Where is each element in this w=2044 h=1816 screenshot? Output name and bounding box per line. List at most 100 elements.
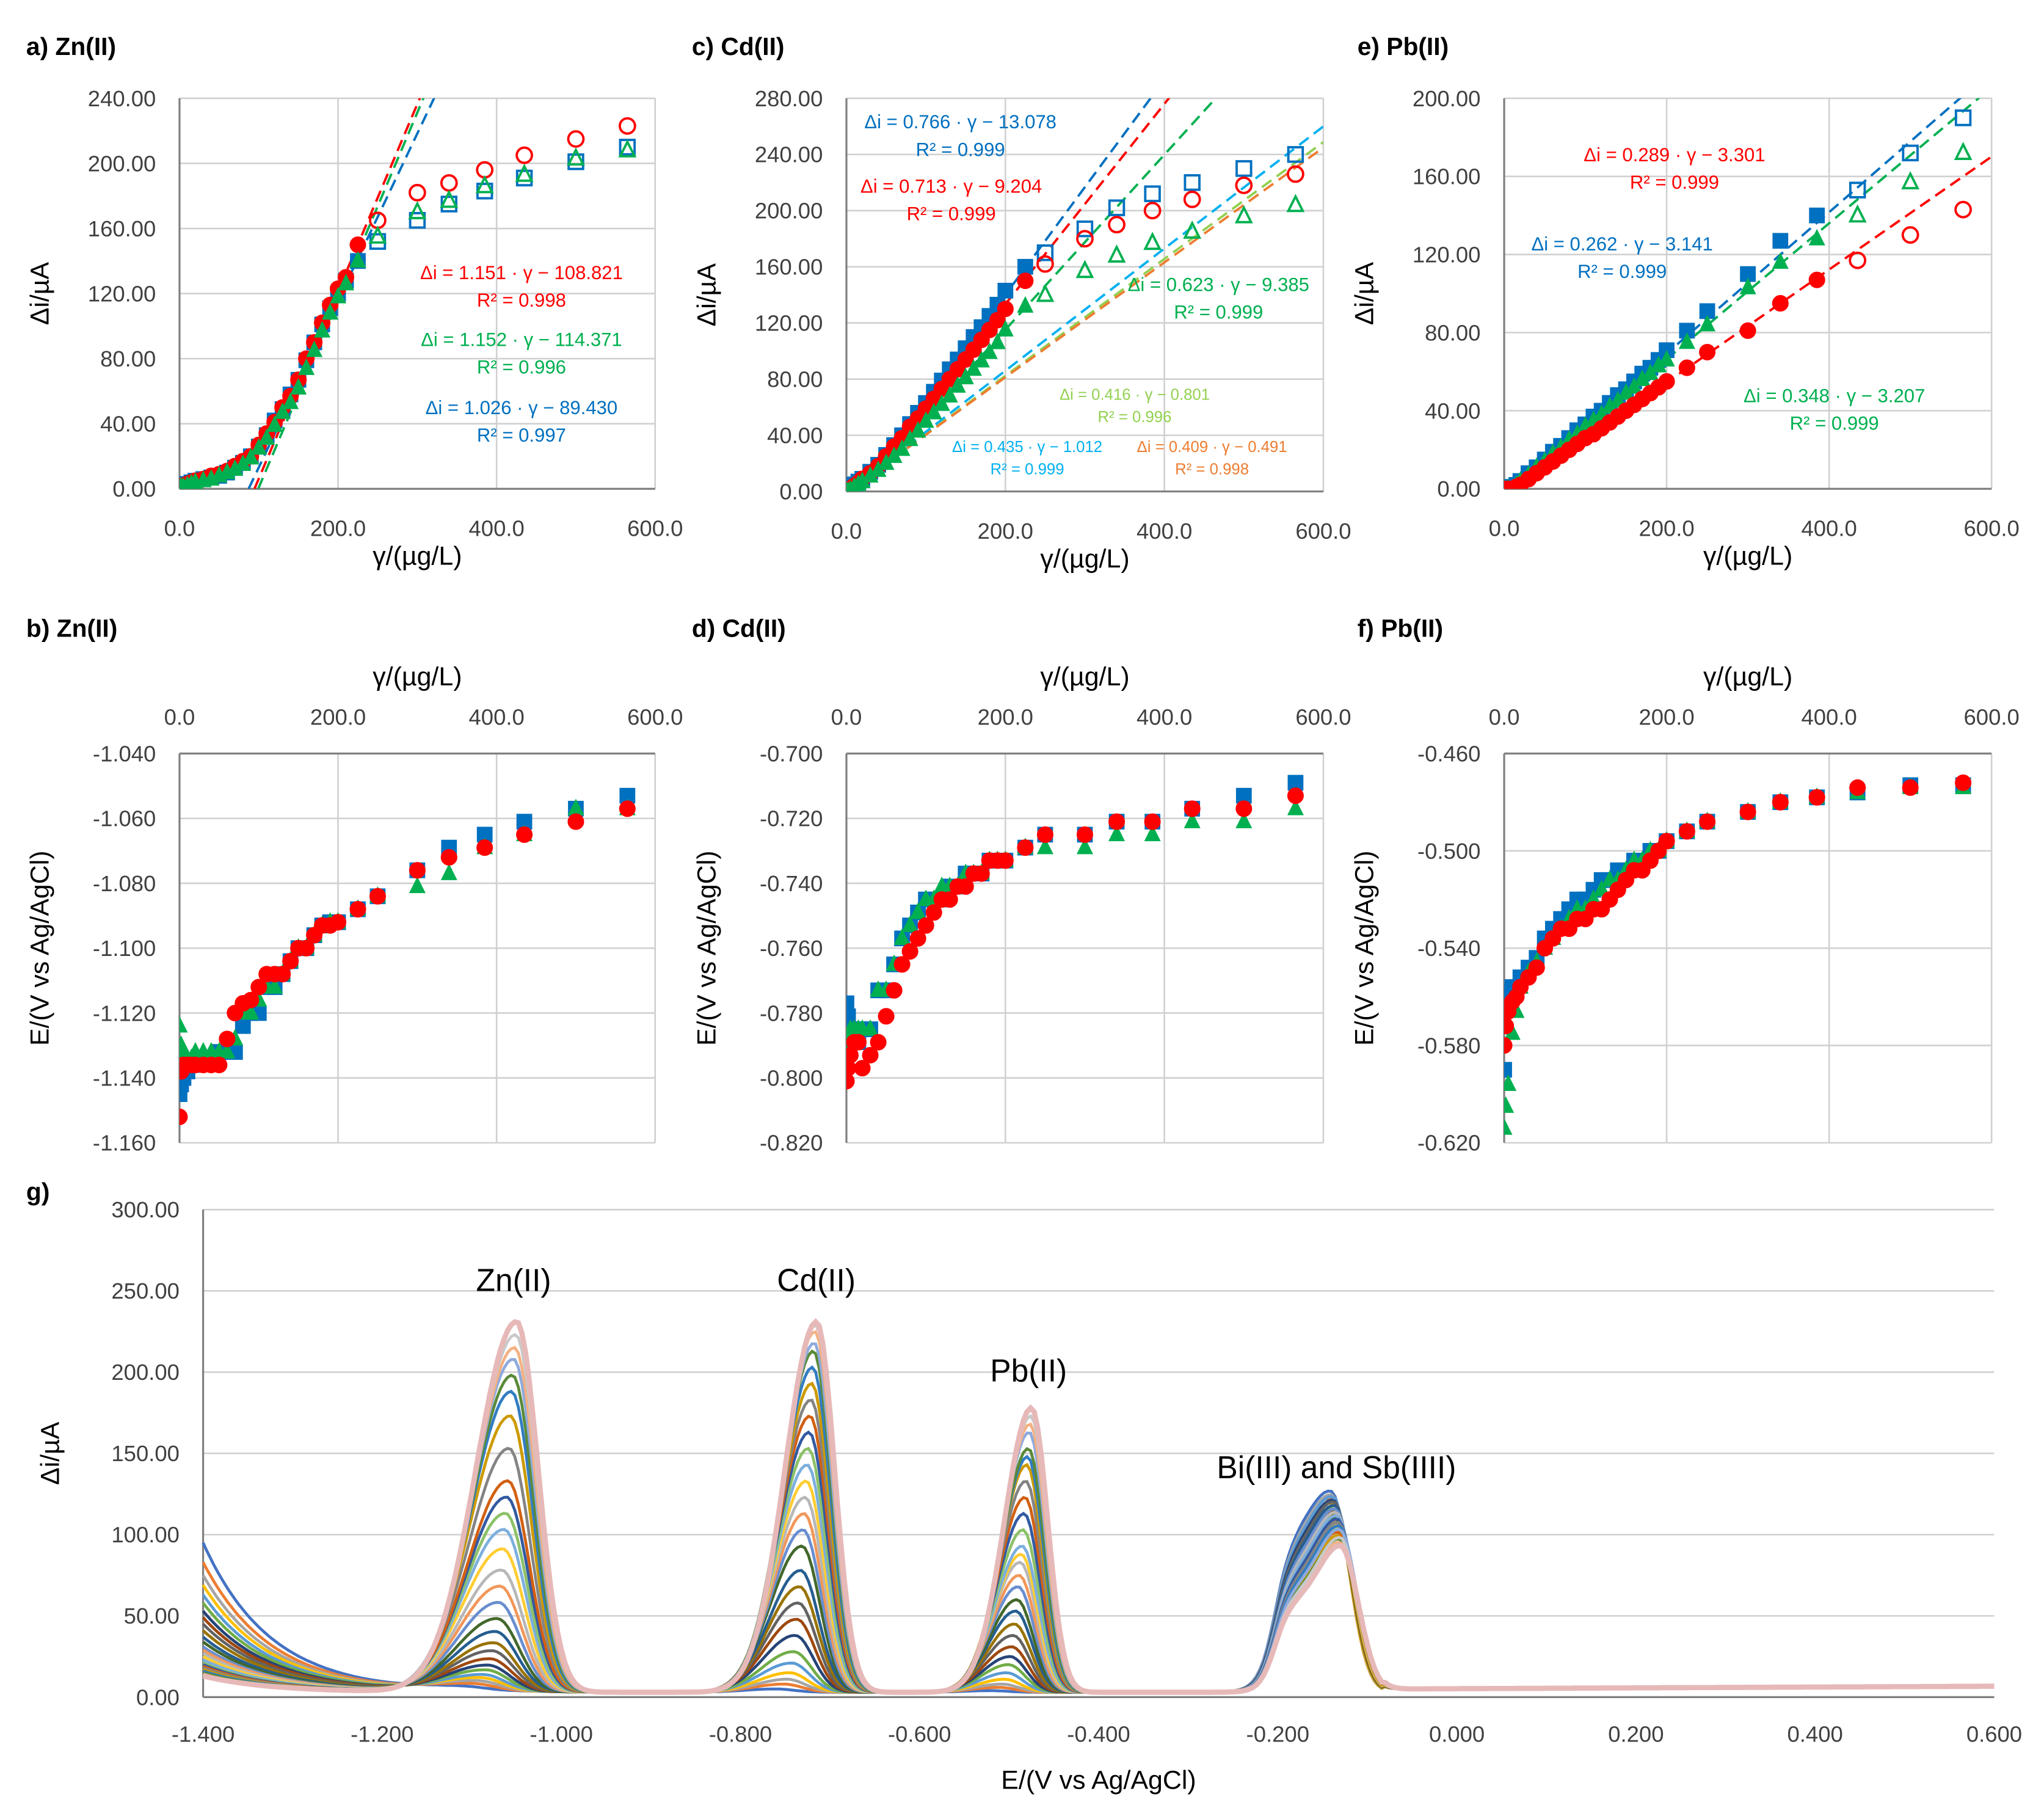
data-point-triangle: [250, 438, 267, 455]
x-tick-label: 400.0: [1801, 516, 1857, 541]
y-tick-label: 200.00: [88, 151, 156, 176]
data-point-circle: [274, 966, 291, 983]
data-point-triangle: [1808, 228, 1825, 246]
y-tick-label: 200.00: [755, 199, 823, 224]
data-point-circle: [989, 312, 1006, 329]
data-point-circle: [619, 800, 636, 817]
plot-area: [179, 98, 637, 489]
data-point-triangle: [368, 225, 387, 244]
panel-title: c) Cd(II): [692, 32, 785, 60]
data-point-triangle: [901, 429, 918, 447]
data-point-triangle: [306, 340, 323, 357]
chart-f: f) Pb(II) -0.620 -0.580 -0.540 -0.500 -0.460 0…: [1350, 614, 2019, 1156]
data-point-circle: [917, 917, 934, 934]
data-point-square: [997, 282, 1014, 299]
x-axis-label: γ/(µg/L): [373, 542, 462, 571]
chart-d: d) Cd(II) -0.820 -0.800 -0.780 -0.760 -0.740 -…: [692, 614, 1351, 1156]
data-point-circle: [219, 1030, 236, 1048]
data-point-triangle: [1076, 837, 1094, 855]
plot-area: [846, 775, 1304, 1090]
y-tick-label: 0.00: [1437, 476, 1480, 501]
trendline-r2: R² = 0.997: [477, 425, 566, 446]
data-point-square: [1849, 181, 1866, 199]
x-tick-label: 0.0: [164, 516, 195, 541]
data-point-triangle: [965, 359, 982, 376]
trendline-equation: Δi = 0.766 · γ − 13.078: [864, 111, 1057, 133]
panel-title: f) Pb(II): [1358, 614, 1443, 643]
x-tick-label: 200.0: [1638, 704, 1694, 729]
data-point-triangle: [981, 342, 998, 359]
data-point-triangle: [314, 321, 331, 338]
y-tick-label: -1.160: [93, 1131, 156, 1156]
data-point-triangle: [909, 902, 926, 919]
data-point-triangle: [408, 201, 427, 219]
data-point-circle: [179, 1108, 188, 1125]
data-point-circle: [997, 852, 1014, 869]
y-tick-label: 80.00: [767, 367, 823, 392]
x-tick-label: 200.0: [310, 516, 366, 541]
data-point-circle: [850, 1034, 867, 1051]
y-tick-label: -0.500: [1417, 839, 1480, 864]
voltammogram-curve: [202, 1318, 1995, 1695]
panel-title: d) Cd(II): [692, 614, 786, 643]
data-point-circle: [1739, 322, 1756, 339]
y-tick-label: -1.100: [93, 936, 156, 961]
data-point-triangle: [1075, 260, 1094, 279]
trendline-r2: R² = 0.996: [1098, 409, 1172, 426]
data-point-triangle: [862, 1019, 879, 1036]
data-point-triangle: [179, 1016, 188, 1033]
trendline-r2: R² = 0.999: [916, 139, 1005, 160]
data-point-circle: [957, 878, 974, 895]
data-point-triangle: [957, 368, 974, 385]
data-point-circle: [1144, 813, 1161, 830]
x-tick-label: 600.0: [627, 516, 683, 541]
data-point-circle: [870, 1034, 887, 1051]
voltammogram-curve: [202, 1430, 1995, 1694]
data-point-triangle: [1504, 1096, 1515, 1113]
data-point-triangle: [1772, 252, 1789, 269]
chart-c: c) Cd(II) 0.00 40.00 80.00 120.00 160.00 200.0…: [692, 32, 1351, 574]
data-point-circle: [1504, 1018, 1515, 1035]
data-point-square: [1017, 258, 1033, 275]
data-point-triangle: [1108, 825, 1126, 842]
data-point-triangle: [901, 915, 918, 932]
data-point-circle: [282, 952, 299, 970]
data-point-triangle: [917, 411, 934, 428]
data-point-triangle: [1286, 194, 1305, 213]
data-point-triangle: [219, 1041, 236, 1059]
data-point-circle: [1955, 774, 1972, 791]
x-tick-label: 400.0: [469, 516, 525, 541]
data-point-square: [1076, 220, 1094, 238]
data-point-triangle: [1234, 205, 1253, 224]
trendline-equation: Δi = 1.026 · γ − 89.430: [426, 397, 618, 418]
data-point-triangle: [515, 163, 534, 182]
data-point-circle: [997, 301, 1014, 318]
data-point-circle: [516, 826, 533, 843]
data-point-circle: [886, 982, 903, 999]
data-point-triangle: [242, 448, 260, 465]
x-tick-label: -1.200: [351, 1721, 413, 1746]
data-point-triangle: [1287, 798, 1304, 815]
x-axis-label: γ/(µg/L): [373, 662, 462, 691]
trendline-equation: Δi = 0.416 · γ − 0.801: [1060, 386, 1210, 403]
data-point-triangle: [475, 175, 494, 194]
data-point-circle: [409, 862, 426, 879]
data-point-circle: [1183, 191, 1201, 208]
y-axis-label: E/(V vs Ag/AgCl): [692, 851, 721, 1046]
y-tick-label: 250.00: [111, 1278, 180, 1304]
data-point-square: [846, 995, 854, 1012]
data-point-circle: [1528, 959, 1545, 976]
data-point-square: [1144, 185, 1161, 202]
trendline-r2: R² = 0.998: [1175, 461, 1249, 478]
y-axis-label: Δi/µA: [1350, 261, 1379, 325]
data-point-square: [846, 1008, 856, 1024]
data-point-square: [1772, 233, 1789, 249]
y-tick-label: -0.620: [1417, 1131, 1480, 1156]
voltammogram-curve: [202, 1510, 1995, 1694]
y-tick-label: -0.460: [1417, 742, 1480, 767]
x-axis-label: γ/(µg/L): [1040, 662, 1129, 691]
data-point-square: [515, 169, 533, 187]
panel-title: g): [26, 1178, 49, 1206]
data-point-triangle: [266, 415, 283, 432]
